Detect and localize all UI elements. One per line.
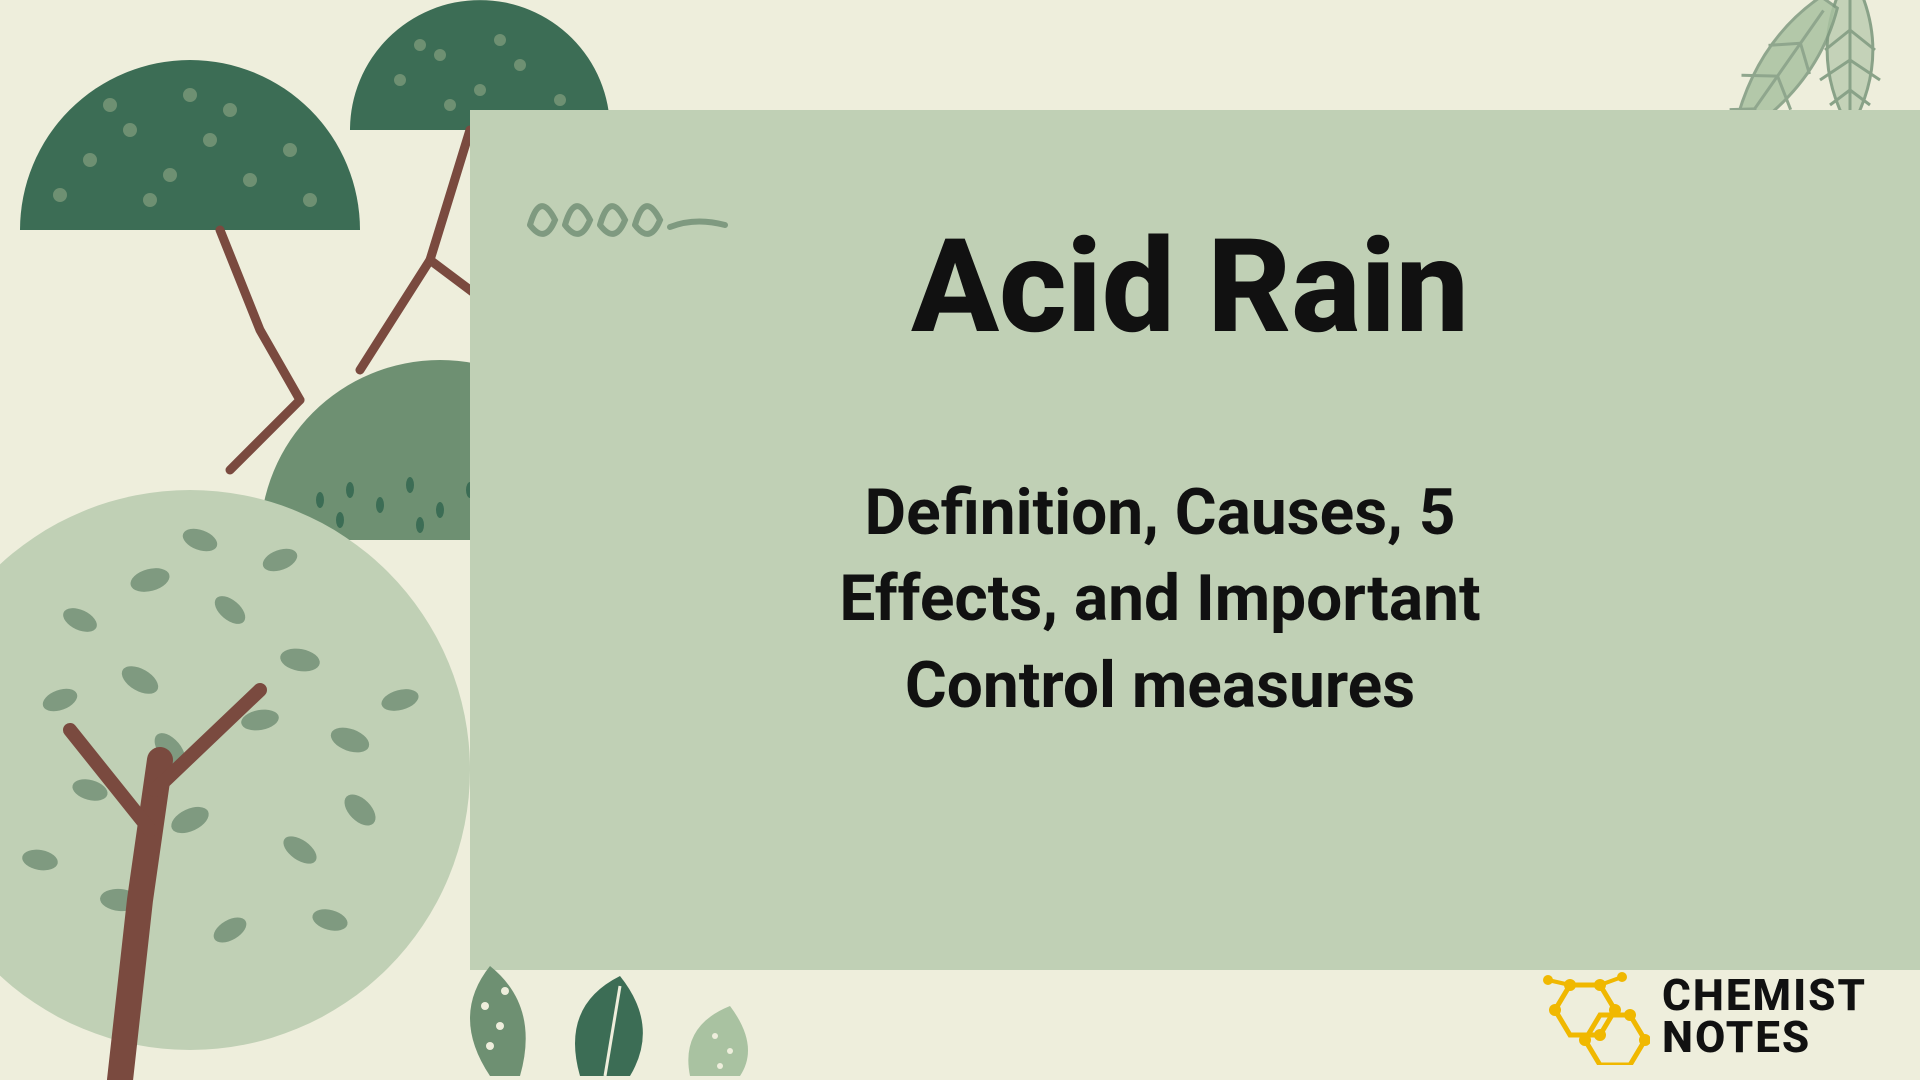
brand-name: CHEMIST NOTES: [1662, 975, 1867, 1059]
subtitle-line: Definition, Causes, 5: [560, 470, 1760, 556]
subtitle-line: Effects, and Important: [560, 556, 1760, 642]
bottom-leaf-decoration: [430, 916, 830, 1080]
subtitle-line: Control measures: [560, 643, 1760, 729]
brand-logo: CHEMIST NOTES: [1540, 965, 1867, 1069]
slide-subtitle: Definition, Causes, 5 Effects, and Impor…: [560, 470, 1760, 729]
slide-canvas: Acid Rain Definition, Causes, 5 Effects,…: [0, 0, 1920, 1080]
molecule-icon: [1540, 965, 1650, 1069]
brand-line2: NOTES: [1662, 1017, 1867, 1059]
slide-title: Acid Rain: [640, 210, 1740, 363]
